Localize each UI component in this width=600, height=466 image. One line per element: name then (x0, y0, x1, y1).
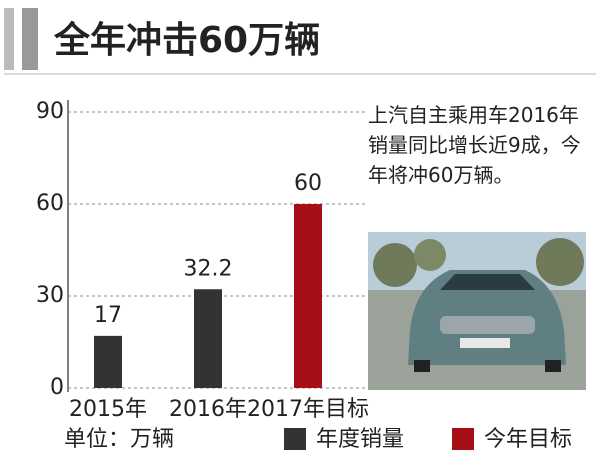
y-tick-label: 60 (36, 191, 64, 216)
legend-label: 年度销量 (316, 427, 404, 452)
title-deco (4, 8, 14, 70)
y-tick-label: 30 (36, 283, 64, 308)
value-label: 32.2 (184, 256, 233, 281)
x-tick-label: 2015年 (69, 397, 147, 422)
unit-label: 单位：万辆 (64, 427, 174, 452)
legend-label: 今年目标 (484, 427, 572, 452)
x-tick-label: 2016年 (169, 397, 247, 422)
chart-title: 全年冲击60万辆 (53, 19, 320, 61)
bar (194, 289, 222, 388)
x-tick-label: 2017年目标 (247, 397, 369, 422)
value-label: 17 (94, 303, 122, 328)
value-label: 60 (294, 171, 322, 196)
title-deco (22, 8, 38, 70)
bar (294, 204, 322, 388)
bar (94, 335, 122, 388)
legend-swatch (284, 428, 306, 450)
legend-swatch (452, 428, 474, 450)
y-tick-label: 90 (36, 99, 64, 124)
photo (368, 232, 586, 390)
y-tick-label: 0 (50, 375, 64, 400)
annotation: 上汽自主乘用车2016年销量同比增长近9成，今年将冲60万辆。 (368, 103, 581, 187)
